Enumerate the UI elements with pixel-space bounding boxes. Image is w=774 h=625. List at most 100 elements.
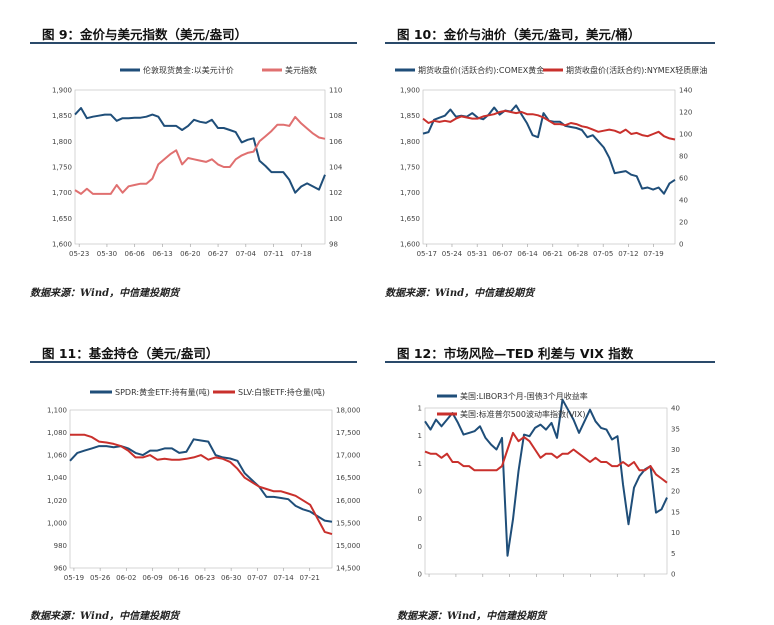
y-right-tick-label: 17,500 [336,429,361,437]
y-left-tick-label: 1,600 [52,241,72,249]
y-right-tick-label: 80 [679,153,688,161]
y-right-tick-label: 30 [671,446,680,454]
x-tick-label: 07-18 [291,250,311,258]
chart-title-10: 图 10：金价与油价（美元/盎司，美元/桶） [397,27,641,42]
y-right-tick-label: 40 [679,197,688,205]
y-left-tick-label: 1,900 [52,87,72,95]
source-note-10: 数据来源：Wind，中信建投期货 [385,288,535,299]
title-rule-11 [30,361,357,363]
y-left-tick-label: 1,700 [52,189,72,197]
x-tick-label: 07-12 [618,250,638,258]
y-right-tick-label: 0 [671,571,675,579]
x-tick-label: 06-30 [221,574,241,582]
y-left-tick-label: 0 [418,515,422,523]
y-right-tick-label: 15,500 [336,519,361,527]
y-right-tick-label: 110 [329,87,342,95]
x-tick-label: 07-19 [643,250,663,258]
x-tick-label: 07-21 [300,574,320,582]
y-left-tick-label: 980 [54,542,67,550]
y-left-tick-label: 1,750 [400,164,420,172]
y-left-tick-label: 1,850 [52,112,72,120]
legend-label-2: 美元指数 [285,65,317,75]
chart-9: 1,600 1,650 1,700 1,750 1,800 1,850 1,900 98 100… [52,65,343,258]
x-tick-label: 06-20 [180,250,200,258]
source-note-12: 数据来源：Wind，中信建投期货 [397,611,547,622]
y-left-tick-label: 1,750 [52,164,72,172]
series-line-2 [422,109,676,141]
x-tick-label: 06-07 [492,250,512,258]
y-left-tick-label: 1 [418,405,422,413]
y-left-tick-label: 0 [418,571,422,579]
x-tick-label: 05-17 [417,250,437,258]
y-right-tick-label: 15 [671,508,680,516]
y-left-tick-label: 1,800 [400,138,420,146]
plot-frame [424,407,668,575]
x-tick-label: 07-04 [236,250,257,258]
y-right-tick-label: 100 [679,131,692,139]
series-line-1 [74,107,326,194]
y-left-tick-label: 1,600 [400,241,420,249]
x-tick-label: 05-31 [467,250,487,258]
x-tick-label: 06-06 [125,250,146,258]
series-line-2 [424,431,668,484]
series-line-2 [70,433,333,536]
y-left-tick-label: 1,850 [400,112,420,120]
chart-title-9: 图 9：金价与美元指数（美元/盎司） [42,27,248,42]
x-tick-label: 07-11 [263,250,283,258]
series-line-2 [74,115,326,195]
y-right-tick-label: 20 [671,488,680,496]
y-right-tick-label: 106 [329,138,343,146]
y-right-tick-label: 102 [329,189,342,197]
y-right-tick-label: 140 [679,87,692,95]
y-right-tick-label: 0 [679,241,683,249]
y-left-tick-label: 1,700 [400,189,420,197]
series-line-1 [422,104,676,195]
y-right-tick-label: 5 [671,550,675,558]
plot-frame [74,89,326,245]
legend-label-1: 伦敦现货黄金:以美元计价 [143,65,234,75]
x-tick-label: 06-14 [517,250,538,258]
x-tick-label: 06-28 [568,250,588,258]
legend-label-2: SLV:白银ETF:持仓量(吨) [238,387,325,397]
legend-label-1: SPDR:黄金ETF:持有量(吨) [115,387,210,397]
y-right-tick-label: 40 [671,405,680,413]
y-left-tick-label: 1 [418,460,422,468]
y-left-tick-label: 1,650 [400,215,420,223]
title-rule-12 [385,361,715,363]
y-right-tick-label: 18,000 [336,407,361,415]
x-tick-label: 06-13 [152,250,172,258]
y-right-tick-label: 17,000 [336,452,361,460]
y-right-tick-label: 100 [329,215,342,223]
source-note-11: 数据来源：Wind，中信建投期货 [30,611,180,622]
chart-12: 00001110510152025303540美国:LIBOR3个月-国债3个月… [418,391,680,579]
y-left-tick-label: 1,080 [47,429,67,437]
y-right-tick-label: 60 [679,175,688,183]
legend-label-2: 美国:标准普尔500波动率指数(VIX) [460,409,586,419]
x-tick-label: 06-09 [142,574,162,582]
chart-10: 1,600 1,650 1,700 1,750 1,800 1,850 1,900 0 20 40… [395,65,707,258]
y-right-tick-label: 98 [329,241,338,249]
y-right-tick-label: 16,500 [336,474,361,482]
y-left-tick-label: 1,040 [47,474,67,482]
y-right-tick-label: 14,500 [336,565,361,573]
chart-title-11: 图 11：基金持仓（美元/盎司） [42,346,219,361]
legend-label-2: 期货收盘价(活跃合约):NYMEX轻质原油 [566,65,707,75]
y-left-tick-label: 0 [418,488,422,496]
legend-label-1: 美国:LIBOR3个月-国债3个月收益率 [460,391,588,401]
series-line-1 [424,398,668,557]
source-note-9: 数据来源：Wind，中信建投期货 [30,288,180,299]
legend-label-1: 期货收盘价(活跃合约):COMEX黄金 [418,65,544,75]
y-left-tick-label: 1,020 [47,497,67,505]
chart-title-12: 图 12：市场风险—TED 利差与 VIX 指数 [397,346,634,361]
y-right-tick-label: 104 [329,164,343,172]
x-tick-label: 06-02 [116,574,136,582]
x-tick-label: 06-21 [543,250,563,258]
y-left-tick-label: 1,060 [47,452,67,460]
y-left-tick-label: 1,900 [400,87,420,95]
y-left-tick-label: 1 [418,432,422,440]
x-tick-label: 05-30 [97,250,117,258]
y-right-tick-label: 10 [671,529,680,537]
y-left-tick-label: 1,800 [52,138,72,146]
title-rule-10 [385,42,715,44]
x-tick-label: 05-24 [442,250,463,258]
